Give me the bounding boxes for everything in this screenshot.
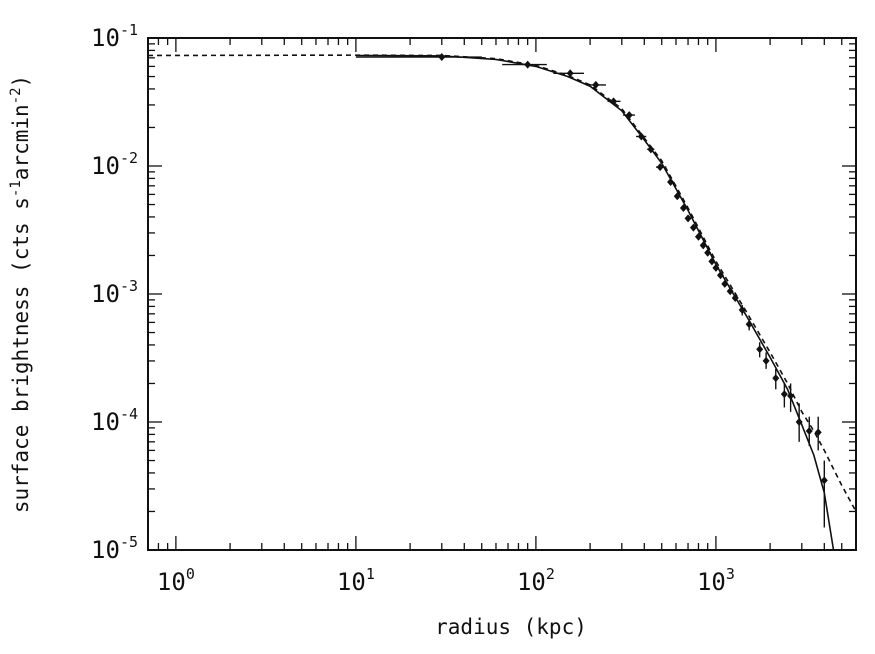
point-marker [712, 263, 720, 272]
data-point [756, 342, 764, 358]
plot-frame [147, 37, 857, 551]
data-point [607, 97, 621, 106]
point-marker [679, 203, 687, 212]
data-point [731, 294, 739, 303]
data-point [694, 232, 702, 241]
point-marker [787, 391, 795, 400]
point-marker [731, 294, 739, 303]
point-marker [814, 428, 822, 437]
y-axis-title: surface brightness (cts s-1arcmin-2) [8, 75, 33, 513]
data-point [355, 53, 482, 62]
point-marker [438, 53, 446, 62]
point-marker [721, 279, 729, 288]
point-marker [756, 345, 764, 354]
point-marker [656, 163, 664, 172]
point-marker [820, 476, 828, 485]
dashed-model-curve [148, 54, 856, 512]
model-curves [148, 54, 856, 550]
point-marker [762, 356, 770, 365]
point-marker [772, 374, 780, 383]
point-marker [684, 214, 692, 223]
data-point [820, 460, 828, 528]
data-point [712, 263, 720, 272]
point-marker [566, 69, 574, 78]
point-marker [745, 320, 753, 329]
point-marker [780, 390, 788, 399]
data-point [647, 145, 655, 154]
data-point [689, 223, 697, 232]
data-point [667, 177, 675, 186]
data-point [795, 403, 803, 442]
x-tick-labels: 100 101 102 103 [157, 565, 735, 596]
data-point [708, 257, 716, 266]
data-point [684, 214, 692, 223]
data-point [553, 69, 585, 78]
y-tick-label: 10-1 [91, 21, 138, 52]
data-point [726, 287, 734, 296]
data-point [679, 203, 687, 212]
point-marker [689, 223, 697, 232]
point-marker [592, 80, 600, 89]
point-marker [738, 305, 746, 314]
data-points [355, 53, 828, 528]
data-point [636, 132, 647, 141]
solid-model-curve [355, 54, 835, 550]
point-marker [805, 427, 813, 436]
point-marker [647, 145, 655, 154]
point-marker [667, 177, 675, 186]
data-point [656, 163, 667, 172]
data-point [805, 416, 813, 446]
point-marker [524, 60, 532, 69]
data-point [716, 271, 724, 280]
data-point [745, 318, 753, 331]
data-point [623, 111, 635, 120]
data-point [787, 383, 795, 412]
x-tick-label: 101 [337, 565, 375, 596]
point-marker [726, 287, 734, 296]
data-point [673, 192, 681, 201]
axis-ticks [147, 37, 857, 551]
data-point [721, 279, 729, 288]
data-point [502, 60, 547, 69]
data-point [586, 80, 606, 89]
point-marker [704, 248, 712, 257]
point-marker [716, 271, 724, 280]
x-tick-label: 103 [697, 565, 735, 596]
data-point [699, 241, 707, 250]
y-tick-label: 10-4 [91, 405, 138, 436]
point-marker [673, 192, 681, 201]
point-marker [625, 111, 633, 120]
point-marker [699, 241, 707, 250]
y-tick-label: 10-2 [91, 149, 138, 180]
point-marker [694, 232, 702, 241]
data-point [780, 383, 788, 408]
x-tick-label: 102 [517, 565, 555, 596]
data-point [814, 416, 822, 451]
point-marker [610, 97, 618, 106]
data-point [738, 305, 746, 316]
y-tick-label: 10-5 [91, 533, 138, 564]
data-point [762, 352, 770, 369]
point-marker [795, 418, 803, 426]
data-point [772, 368, 780, 390]
data-point [704, 248, 712, 257]
x-tick-label: 100 [157, 565, 195, 596]
x-axis-title: radius (kpc) [435, 615, 587, 639]
point-marker [637, 132, 645, 141]
point-marker [708, 257, 716, 266]
y-tick-label: 10-3 [91, 277, 138, 308]
y-tick-labels: 10-5 10-4 10-3 10-2 10-1 [91, 21, 138, 564]
